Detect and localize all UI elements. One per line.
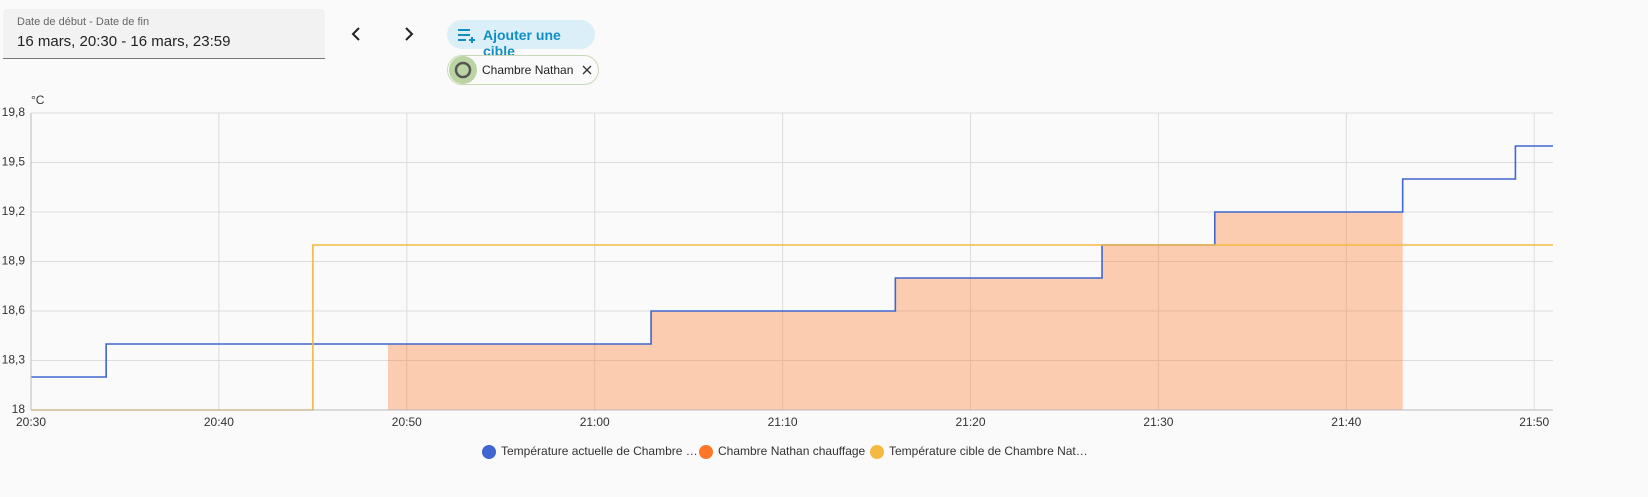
nav-arrows — [351, 27, 414, 41]
legend-swatch — [699, 445, 713, 459]
x-tick-label: 21:10 — [768, 415, 798, 429]
date-label: Date de début - Date de fin — [17, 16, 150, 28]
add-icon — [458, 29, 475, 43]
x-tick-label: 21:30 — [1143, 415, 1173, 429]
target-chip: Chambre Nathan — [447, 55, 599, 85]
y-tick-label: 18,6 — [2, 303, 26, 317]
x-tick-label: 21:40 — [1331, 415, 1361, 429]
next-button[interactable] — [405, 27, 414, 41]
prev-button[interactable] — [351, 27, 360, 41]
y-tick-label: 19,8 — [2, 105, 26, 119]
x-tick-label: 20:40 — [204, 415, 234, 429]
legend-label: Température actuelle de Chambre … — [501, 444, 698, 458]
chip-remove[interactable] — [582, 65, 592, 75]
legend-label: Chambre Nathan chauffage — [718, 444, 866, 458]
y-tick-label: 18,3 — [2, 353, 26, 367]
legend-label: Température cible de Chambre Nat… — [889, 444, 1088, 458]
chip-label: Chambre Nathan — [482, 63, 574, 77]
chip-icon — [449, 56, 477, 84]
y-tick-label: 18,9 — [2, 254, 26, 268]
legend-swatch — [870, 445, 884, 459]
y-tick-label: 19,5 — [2, 155, 26, 169]
y-axis-unit: °C — [31, 93, 45, 107]
y-tick-label: 18 — [12, 402, 26, 416]
date-value: 16 mars, 20:30 - 16 mars, 23:59 — [17, 33, 231, 50]
y-tick-label: 19,2 — [2, 204, 26, 218]
x-tick-label: 20:50 — [392, 415, 422, 429]
date-picker[interactable]: Date de début - Date de fin 16 mars, 20:… — [3, 9, 325, 59]
x-tick-label: 21:50 — [1519, 415, 1549, 429]
x-tick-label: 20:30 — [16, 415, 46, 429]
series-line — [31, 145, 1553, 378]
x-tick-label: 21:20 — [955, 415, 985, 429]
x-tick-label: 21:00 — [580, 415, 610, 429]
legend-swatch — [482, 445, 496, 459]
